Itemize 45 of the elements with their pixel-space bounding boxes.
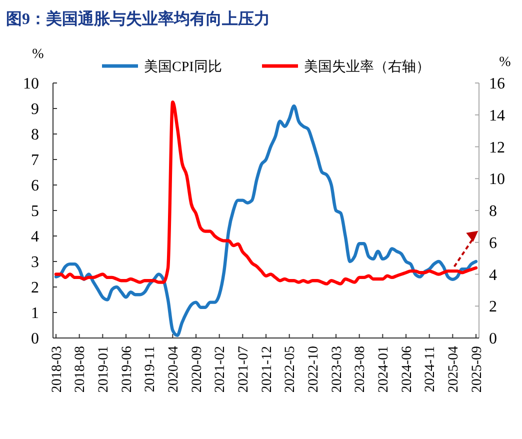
y2-tick-label: 4 [489,266,497,284]
x-tick-label: 2018-03 [50,346,65,393]
y-tick-label: 10 [23,76,39,93]
x-tick-label: 2019-06 [120,346,135,393]
y-tick-label: 4 [31,228,39,246]
y-tick-label: 0 [31,330,39,348]
y-tick-label: 8 [31,126,39,144]
chart-title: 图9：美国通胀与失业率均有向上压力 [6,9,270,28]
x-tick-label: 2025-04 [446,346,462,393]
y-tick-label: 5 [31,203,39,220]
y-tick-label: 6 [31,178,39,195]
y-tick-label: 7 [31,152,39,170]
y2-tick-label: 10 [489,171,505,188]
y2-tick-label: 12 [489,139,505,156]
line-series [54,100,478,286]
x-tick-label: 2018-08 [73,346,88,393]
x-tick-label: 2025-09 [470,346,485,393]
x-tick-label: 2024-06 [400,346,415,393]
y-axis-title: % [32,47,44,62]
x-tick-label: 2021-12 [260,346,275,393]
x-tick-label: 2024-01 [376,346,392,393]
x-tick-label: 2020-04 [166,346,182,393]
legend-label: 美国失业率（右轴） [304,58,430,75]
x-tick-label: 2021-02 [213,346,228,393]
x-tick-label: 2020-09 [190,346,205,393]
x-tick-label: 2024-11 [423,346,438,392]
y-tick-label: 3 [31,254,39,272]
x-tick-label: 2019-01 [96,346,112,393]
y2-tick-label: 6 [489,234,497,252]
y2-tick-label: 14 [489,107,505,124]
y-tick-label: 1 [31,305,39,322]
x-tick-label: 2023-03 [330,346,345,393]
y-tick-label: 2 [31,280,39,297]
y2-tick-label: 8 [489,203,497,220]
x-tick-label: 2023-08 [353,346,368,393]
x-tick-label: 2022-05 [283,346,298,393]
x-tick-label: 2021-07 [236,346,252,393]
y-tick-label: 9 [31,101,39,118]
y2-tick-label: 0 [489,330,497,348]
x-tick-label: 2022-10 [306,346,322,393]
y2-axis-title: % [499,55,512,70]
x-tick-label: 2019-11 [143,346,158,392]
legend-label: 美国CPI同比 [144,58,222,75]
y2-tick-label: 16 [489,76,505,93]
y2-tick-label: 2 [489,298,497,316]
